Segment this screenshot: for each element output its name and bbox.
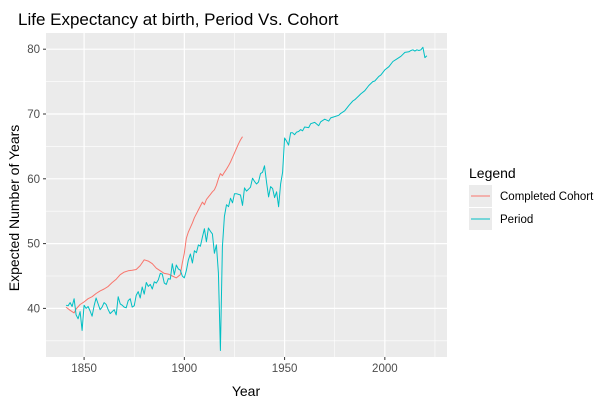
x-tick-label: 1850 (71, 363, 97, 375)
series-line-completed-cohort (65, 136, 243, 314)
plot-panel (46, 33, 447, 357)
x-axis-title: Year (232, 383, 261, 399)
y-axis-title: Expected Number of Years (6, 125, 22, 292)
legend-title: Legend (469, 165, 516, 181)
x-tick-label: 1900 (172, 363, 198, 375)
y-tick-label: 70 (27, 109, 40, 121)
x-axis: 1850 1900 1950 2000 (71, 357, 398, 375)
series-line-period (65, 46, 428, 351)
y-tick-label: 60 (27, 174, 40, 186)
y-axis: 40 50 60 70 80 (27, 44, 46, 315)
x-tick-label: 1950 (272, 363, 298, 375)
legend-label: Period (500, 214, 533, 226)
legend: Legend Completed Cohort Period (469, 165, 594, 230)
y-tick-label: 40 (27, 303, 40, 315)
panel-background (46, 33, 447, 357)
y-tick-label: 50 (27, 239, 40, 251)
x-tick-label: 2000 (372, 363, 398, 375)
legend-label: Completed Cohort (500, 191, 594, 203)
chart-title: Life Expectancy at birth, Period Vs. Coh… (18, 10, 339, 29)
y-tick-label: 80 (27, 44, 40, 56)
